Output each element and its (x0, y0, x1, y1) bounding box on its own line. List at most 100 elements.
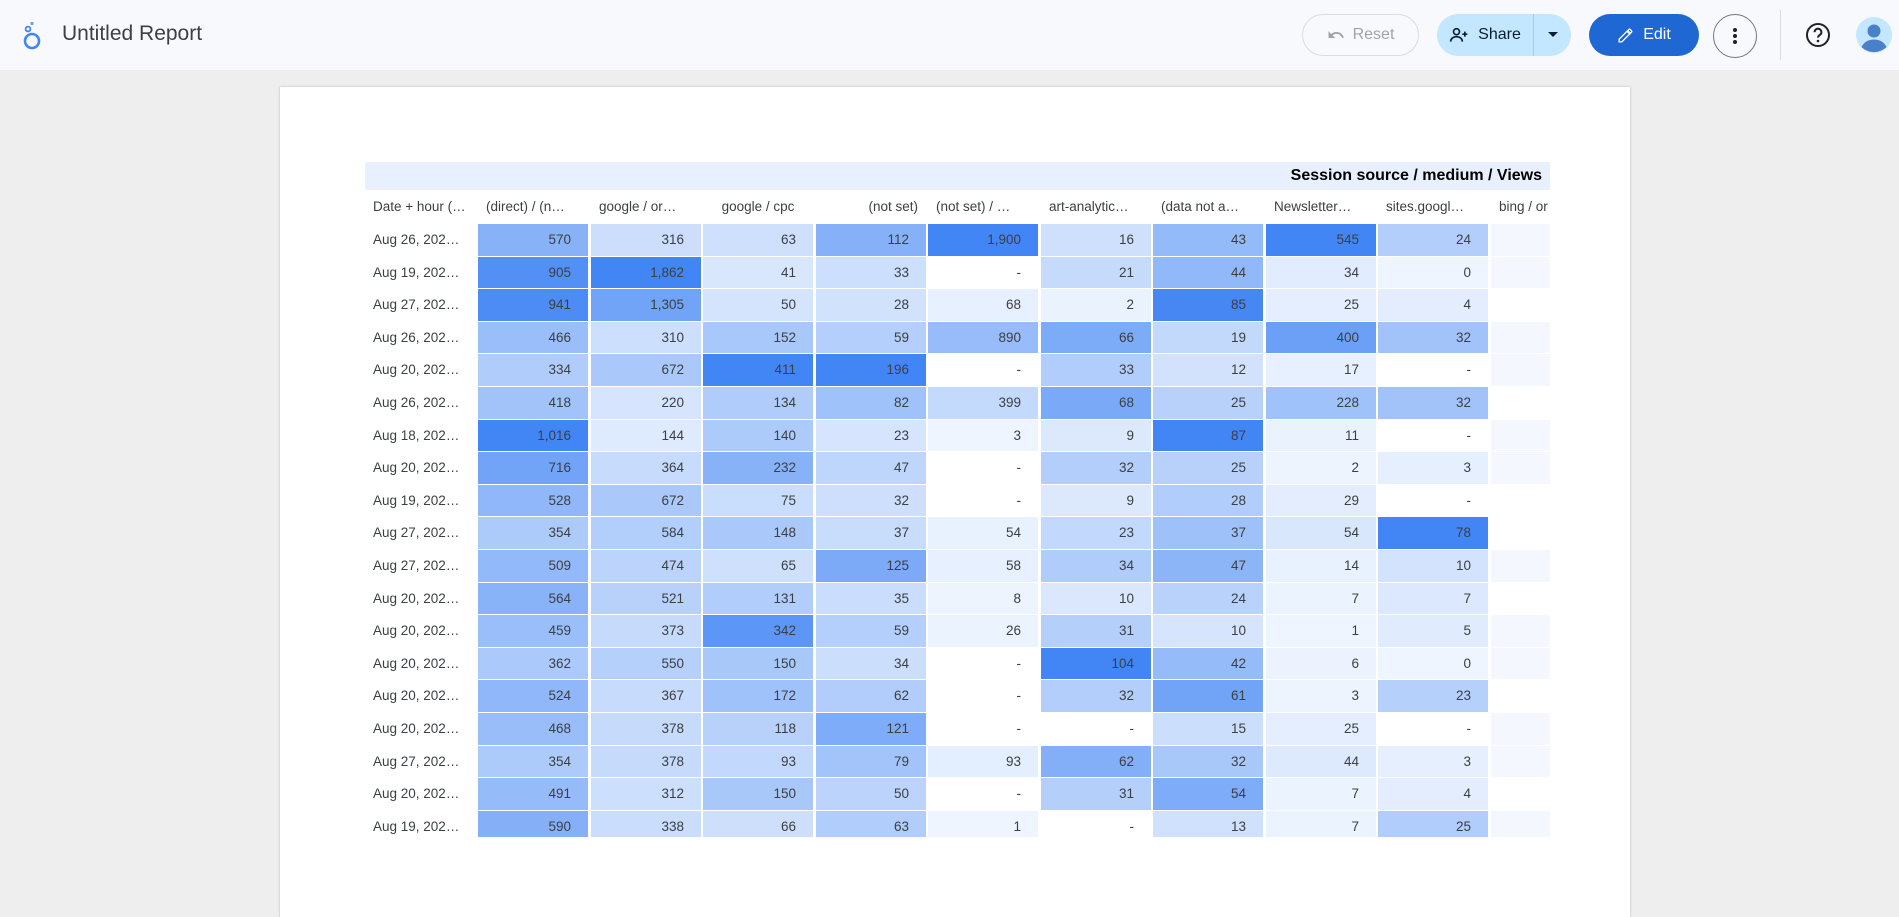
row-dimension-cell: Aug 20, 202… (373, 623, 460, 639)
undo-icon (1328, 31, 1344, 38)
account-avatar-icon[interactable] (1856, 17, 1892, 53)
help-button[interactable] (1803, 20, 1833, 50)
column-header[interactable]: art-analytic… (1049, 199, 1129, 214)
table-cell: 32 (816, 484, 926, 517)
table-cell (1491, 452, 1550, 484)
table-cell: 32 (1378, 387, 1488, 419)
table-cell: - (928, 452, 1038, 484)
table-cell (1491, 550, 1550, 582)
table-cell: 19 (1153, 321, 1263, 354)
table-cell: 54 (928, 517, 1038, 549)
column-header[interactable]: (data not a… (1161, 199, 1240, 214)
table-cell: 373 (591, 615, 701, 647)
column-header[interactable]: google / cpc (721, 199, 795, 214)
column-header[interactable]: bing / or (1499, 199, 1548, 214)
row-dimension-cell: Aug 27, 202… (373, 297, 460, 313)
column-header[interactable]: (not set) / … (936, 199, 1011, 214)
table-cell: 152 (703, 321, 813, 354)
column-header[interactable]: google / or… (599, 199, 677, 214)
help-icon (1806, 23, 1830, 47)
table-cell: 584 (591, 517, 701, 549)
table-cell: 44 (1153, 256, 1263, 289)
more-options-button[interactable] (1713, 14, 1757, 58)
table-cell: 78 (1378, 517, 1488, 549)
share-button[interactable]: Share (1437, 14, 1534, 56)
table-cell: 310 (591, 321, 701, 354)
table-cell: 10 (1041, 582, 1151, 615)
row-dimension-cell: Aug 19, 202… (373, 492, 460, 508)
table-cell (1491, 354, 1550, 386)
edit-button[interactable]: Edit (1589, 14, 1699, 56)
looker-studio-logo-icon[interactable] (20, 20, 44, 50)
table-cell: 3 (1266, 680, 1376, 712)
row-dimension-cell: Aug 26, 202… (373, 232, 460, 247)
table-row: Aug 20, 202… 524 367 172 62-32 61 3 23 (365, 680, 1550, 713)
column-header[interactable]: (direct) / (n… (486, 199, 565, 214)
column-header[interactable]: Newsletter… (1274, 199, 1352, 214)
table-cell: - (1378, 354, 1488, 386)
table-row: Aug 27, 202… 354 378 93 79 93 62 32 44 3 (365, 745, 1550, 779)
table-cell: 3 (1378, 745, 1488, 778)
table-cell: 524 (478, 680, 588, 712)
table-cell: 466 (478, 321, 588, 354)
table-cell (1491, 647, 1550, 680)
column-header[interactable]: sites.googl… (1386, 199, 1465, 214)
table-cell: 63 (816, 810, 926, 837)
table-cell: 941 (478, 289, 588, 321)
table-cell: 4 (1378, 778, 1488, 810)
table-cell: 75 (703, 484, 813, 517)
table-cell: 196 (816, 354, 926, 386)
report-title[interactable]: Untitled Report (62, 22, 203, 45)
table-row: Aug 26, 202… 570 316 63 112 1,900 16 43 545 24 (365, 224, 1550, 257)
table-cell: 134 (703, 387, 813, 419)
table-cell: - (1378, 484, 1488, 517)
table-cell: 10 (1378, 550, 1488, 582)
table-cell: 59 (816, 321, 926, 354)
table-cell: 3 (928, 419, 1038, 452)
table-cell: 8 (928, 582, 1038, 615)
row-dimension-cell: Aug 27, 202… (373, 753, 460, 769)
table-cell: 491 (478, 778, 588, 810)
table-cell (1491, 517, 1550, 549)
table-cell (1491, 484, 1550, 517)
table-cell: 459 (478, 615, 588, 647)
table-cell: 1 (1266, 615, 1376, 647)
table-cell: 93 (928, 745, 1038, 778)
row-dimension-header[interactable]: Date + hour (… (373, 199, 466, 214)
row-dimension-cell: Aug 19, 202… (373, 818, 460, 834)
row-dimension-cell: Aug 19, 202… (373, 264, 460, 280)
table-cell: - (928, 778, 1038, 810)
table-cell: 672 (591, 354, 701, 386)
table-cell: 61 (1153, 680, 1263, 712)
table-row: Aug 19, 202… 528 672 75 32-9 28 29- (365, 484, 1550, 518)
reset-button[interactable]: Reset (1302, 14, 1419, 56)
table-cell: 367 (591, 680, 701, 712)
table-cell: 87 (1153, 419, 1263, 452)
table-cell: 17 (1266, 354, 1376, 386)
table-cell (1491, 256, 1550, 289)
table-cell: 6 (1266, 647, 1376, 680)
table-cell: 62 (816, 680, 926, 712)
table-cell: 2 (1266, 452, 1376, 484)
table-row: Aug 26, 202… 466 310 152 59 890 66 19 400 32 (365, 321, 1550, 355)
table-cell: 316 (591, 224, 701, 256)
table-cell: - (928, 354, 1038, 386)
share-dropdown-button[interactable] (1534, 14, 1571, 56)
table-cell: 550 (591, 647, 701, 680)
table-cell: 220 (591, 387, 701, 419)
reset-label: Reset (1352, 26, 1395, 43)
table-row: Aug 20, 202… 491 312 150 50-31 54 7 4 (365, 778, 1550, 811)
row-dimension-cell: Aug 20, 202… (373, 688, 460, 704)
table-cell: 400 (1266, 321, 1376, 354)
column-header[interactable]: (not set) (868, 199, 918, 214)
table-row: Aug 26, 202… 418 220 134 82 399 68 25 228 32 (365, 387, 1550, 420)
edit-label: Edit (1643, 26, 1671, 43)
pivot-table[interactable]: Session source / medium / Views Date + h… (365, 162, 1550, 837)
table-cell: 14 (1266, 550, 1376, 582)
table-cell: 474 (591, 550, 701, 582)
table-cell: 9 (1041, 484, 1151, 517)
add-person-icon (1449, 27, 1468, 42)
table-cell (1491, 680, 1550, 712)
row-dimension-cell: Aug 27, 202… (373, 525, 460, 541)
table-cell: - (1041, 810, 1151, 837)
